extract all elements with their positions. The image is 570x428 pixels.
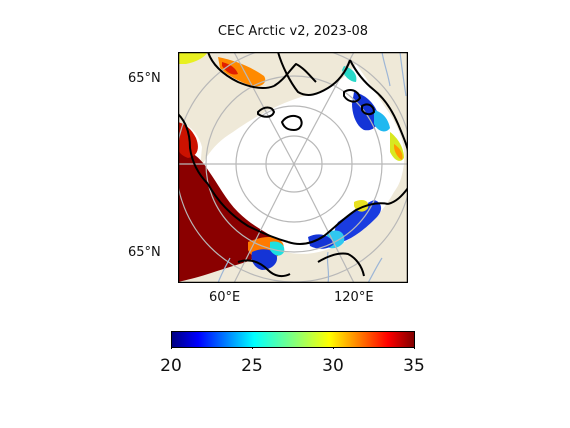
colorbar [171, 331, 415, 349]
coast-siberia-east [287, 202, 389, 245]
map-title: CEC Arctic v2, 2023-08 [217, 24, 369, 39]
colorbar-tick-25: 25 [241, 356, 263, 376]
rivers [217, 52, 407, 283]
coast-scandinavia [207, 52, 275, 90]
coast-ellesmere-islands [343, 89, 361, 103]
colorbar-tick-20: 20 [160, 356, 182, 376]
lat-label-bottom: 65°N [128, 245, 161, 260]
river-4 [381, 52, 391, 87]
river-5 [399, 52, 407, 97]
sst-labrador-orange [394, 144, 403, 160]
colorbar-tick-marks [171, 348, 415, 349]
river-2 [326, 251, 330, 283]
coast-franz-josef [257, 106, 275, 118]
sst-baffin-cyan [374, 110, 390, 132]
lon-label-120e: 120°E [334, 290, 374, 305]
colorbar-gradient [171, 331, 415, 348]
lon-label-60e: 60°E [209, 290, 241, 305]
meridian-240e [293, 52, 355, 165]
coast-canada-arctic [349, 59, 408, 153]
sst-barents-red [178, 122, 198, 158]
colorbar-tick-35: 35 [403, 356, 425, 376]
coast-chukotka [387, 187, 408, 205]
polar-map [178, 52, 408, 283]
coastlines [178, 52, 408, 278]
colorbar-tick-30: 30 [322, 356, 344, 376]
coast-greenland-south [273, 63, 317, 87]
coast-yamal [237, 259, 291, 278]
sst-beaufort-blue [334, 200, 382, 242]
meridian-120e [293, 163, 355, 283]
river-3 [367, 257, 383, 283]
coast-svalbard [281, 114, 303, 131]
sst-greenland-yellow [178, 52, 208, 64]
map-frame [178, 52, 408, 283]
sst-kara-blue [251, 249, 278, 270]
coast-baffin-islands [361, 103, 375, 116]
sst-kara-cyan [270, 241, 285, 256]
coast-novaya-zemlya [178, 113, 209, 185]
lat-label-top: 65°N [128, 71, 161, 86]
river-1 [217, 257, 231, 283]
coast-alaska [317, 252, 365, 277]
coast-greenland [277, 52, 351, 96]
coast-siberia-west [207, 183, 289, 243]
meridian-60e [233, 163, 295, 283]
sst-norway-red [222, 62, 238, 75]
sst-baffin-blue [352, 92, 379, 131]
